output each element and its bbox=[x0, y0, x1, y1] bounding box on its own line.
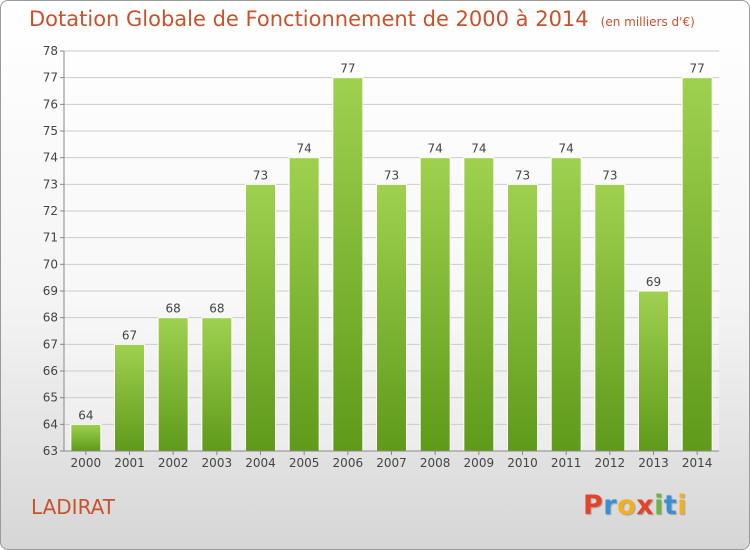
x-tick-label: 2005 bbox=[289, 456, 320, 470]
data-label: 73 bbox=[253, 168, 268, 182]
y-tick-label: 65 bbox=[43, 391, 58, 405]
bar bbox=[288, 157, 320, 452]
y-tick-label: 74 bbox=[43, 151, 58, 165]
data-label: 68 bbox=[209, 302, 224, 316]
y-tick-label: 66 bbox=[43, 364, 58, 378]
bar bbox=[114, 343, 145, 452]
data-label: 73 bbox=[384, 168, 399, 182]
data-label: 74 bbox=[428, 142, 443, 156]
data-label: 73 bbox=[602, 168, 617, 182]
bar bbox=[550, 157, 582, 452]
x-tick-label: 2002 bbox=[158, 456, 189, 470]
bar bbox=[638, 290, 669, 452]
y-tick-label: 67 bbox=[43, 337, 58, 351]
data-label: 73 bbox=[515, 168, 530, 182]
y-tick-label: 73 bbox=[43, 177, 58, 191]
x-tick-label: 2014 bbox=[682, 456, 713, 470]
unit-label: (en milliers d'€) bbox=[600, 15, 695, 29]
proxiti-logo: Proxiti bbox=[583, 490, 687, 521]
data-label: 74 bbox=[471, 142, 486, 156]
bar bbox=[70, 423, 102, 452]
data-label: 74 bbox=[559, 142, 574, 156]
logo-letter: o bbox=[617, 490, 637, 521]
bars bbox=[70, 77, 713, 452]
bar bbox=[157, 317, 189, 452]
x-tick-label: 2001 bbox=[114, 456, 145, 470]
x-tick-label: 2006 bbox=[333, 456, 364, 470]
data-labels: 64 67 68 68 73 74 77 73 74 74 73 74 73 69 77 bbox=[78, 62, 705, 423]
data-label: 77 bbox=[340, 62, 355, 76]
bar bbox=[332, 77, 364, 452]
bar bbox=[376, 183, 407, 452]
y-tick-label: 75 bbox=[43, 124, 58, 138]
x-tick-label: 2009 bbox=[464, 456, 495, 470]
logo-letter: P bbox=[583, 490, 604, 521]
x-tick-label: 2000 bbox=[71, 456, 102, 470]
x-tick-label: 2013 bbox=[638, 456, 669, 470]
y-tick-label: 77 bbox=[43, 71, 58, 85]
data-label: 77 bbox=[690, 62, 705, 76]
commune-name: LADIRAT bbox=[31, 495, 116, 519]
y-tick-label: 76 bbox=[43, 97, 58, 111]
x-tick-label: 2007 bbox=[376, 456, 407, 470]
y-tick-label: 68 bbox=[43, 311, 58, 325]
bar bbox=[507, 183, 538, 452]
data-label: 67 bbox=[122, 328, 137, 342]
logo-letter: x bbox=[636, 490, 655, 521]
bar bbox=[201, 317, 233, 452]
y-tick-label: 72 bbox=[43, 204, 58, 218]
x-tick-label: 2004 bbox=[245, 456, 276, 470]
bar bbox=[419, 157, 451, 452]
x-tick-label: 2008 bbox=[420, 456, 451, 470]
y-tick-label: 64 bbox=[43, 417, 58, 431]
x-tick-label: 2003 bbox=[202, 456, 233, 470]
logo-letter: i bbox=[654, 490, 664, 521]
y-tick-label: 71 bbox=[43, 231, 58, 245]
chart-title: Dotation Globale de Fonctionnement de 20… bbox=[29, 7, 695, 31]
y-tick-label: 69 bbox=[43, 284, 58, 298]
bar bbox=[594, 183, 626, 452]
logo-letter: i bbox=[677, 490, 688, 521]
data-label: 64 bbox=[78, 408, 93, 422]
x-tick-label: 2012 bbox=[595, 456, 626, 470]
logo-letter: t bbox=[663, 490, 678, 521]
data-label: 69 bbox=[646, 275, 661, 289]
x-tick-label: 2011 bbox=[551, 456, 582, 470]
data-label: 68 bbox=[166, 302, 181, 316]
bar bbox=[245, 183, 276, 452]
logo-letter: r bbox=[603, 490, 618, 521]
x-tick-label: 2010 bbox=[507, 456, 538, 470]
data-label: 74 bbox=[297, 142, 312, 156]
bar bbox=[463, 157, 495, 452]
axes: 63 64 65 66 67 68 69 70 71 72 73 74 75 76 77 78 2000 2001… bbox=[43, 44, 719, 470]
y-tick-label: 78 bbox=[43, 44, 58, 58]
y-tick-label: 63 bbox=[43, 444, 58, 458]
chart-title-text: Dotation Globale de Fonctionnement de 20… bbox=[29, 7, 589, 31]
y-tick-label: 70 bbox=[43, 257, 58, 271]
bar bbox=[681, 77, 713, 452]
